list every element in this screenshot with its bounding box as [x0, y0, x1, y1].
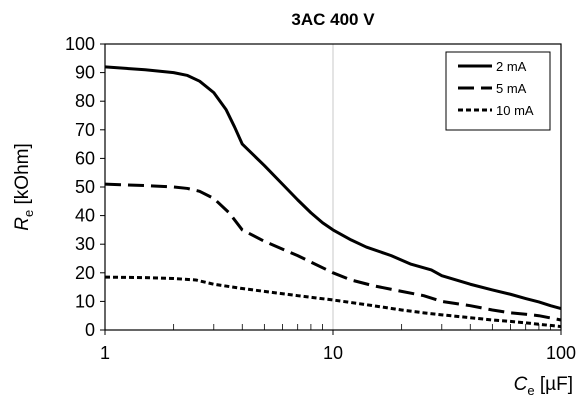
x-tick-label: 100 — [546, 343, 576, 363]
y-tick-label: 90 — [75, 63, 95, 83]
series-line-2-ma — [104, 65, 562, 310]
y-tick-label: 0 — [85, 320, 95, 340]
legend-label: 2 mA — [496, 59, 527, 74]
y-tick-label: 80 — [75, 91, 95, 111]
y-axis-label-subscript: e — [21, 210, 36, 217]
x-axis-label-unit: [µF] — [535, 374, 573, 395]
y-axis-label-symbol: R — [12, 217, 33, 231]
y-tick-label: 50 — [75, 177, 95, 197]
plot-grid — [173, 44, 551, 330]
y-axis-label-unit: [kOhm] — [12, 143, 33, 210]
x-tick-label: 10 — [323, 343, 343, 363]
legend-box — [445, 51, 551, 131]
y-tick-label: 10 — [75, 291, 95, 311]
x-axis-label-symbol: C — [514, 374, 528, 395]
y-axis: 0 10 20 30 40 50 60 70 80 90 100 — [65, 34, 105, 340]
series-line-10-ma — [104, 275, 562, 329]
legend: 2 mA 5 mA 10 mA — [445, 51, 551, 131]
series-group — [104, 65, 562, 329]
x-tick-label: 1 — [100, 343, 110, 363]
legend-label: 5 mA — [496, 81, 527, 96]
y-tick-label: 70 — [75, 120, 95, 140]
chart-title: 3AC 400 V — [291, 10, 375, 29]
y-tick-label: 40 — [75, 206, 95, 226]
x-axis-label: Ce [µF] — [514, 374, 573, 398]
x-axis: 1 10 100 — [100, 330, 576, 363]
series-line-5-ma — [104, 182, 562, 322]
y-tick-label: 60 — [75, 148, 95, 168]
x-axis-label-subscript: e — [527, 383, 534, 398]
y-tick-label: 20 — [75, 263, 95, 283]
y-tick-label: 30 — [75, 234, 95, 254]
y-tick-label: 100 — [65, 34, 95, 54]
y-axis-label: Re [kOhm] — [12, 143, 36, 230]
legend-label: 10 mA — [496, 103, 534, 118]
